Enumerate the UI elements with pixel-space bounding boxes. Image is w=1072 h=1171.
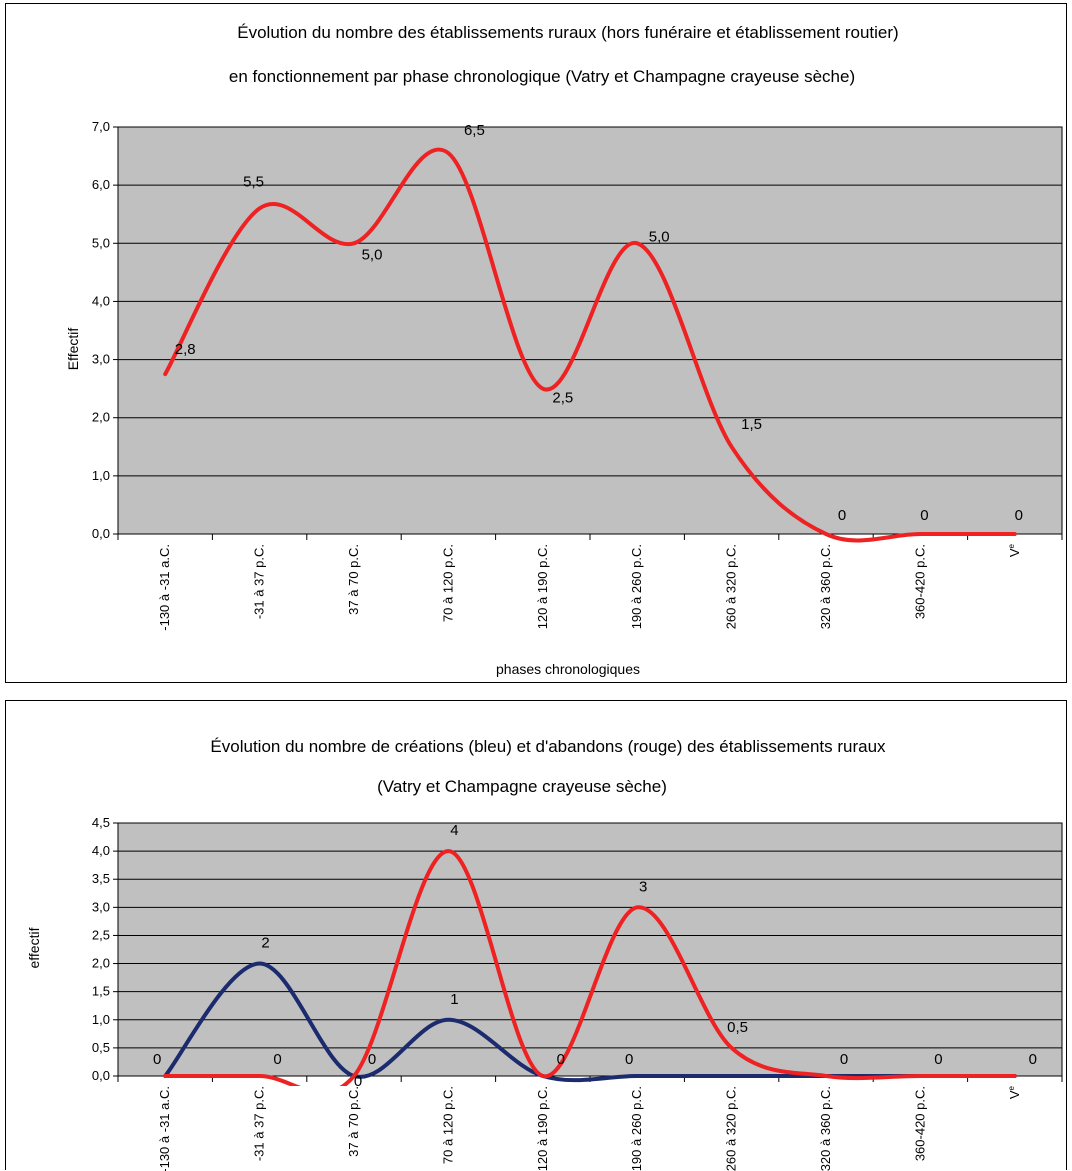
chart-subtitle: (Vatry et Champagne crayeuse sèche) [377, 777, 667, 796]
data-label: 0 [838, 507, 846, 524]
y-tick-label: 1,5 [92, 984, 110, 999]
series-line-1 [163, 849, 1017, 1086]
y-tick-label: 2,5 [92, 927, 110, 942]
x-tick-label: 70 à 120 p.C. [440, 1086, 455, 1164]
x-tick-label: -31 à 37 p.C. [252, 544, 267, 619]
y-axis-label: Effectif [65, 328, 81, 371]
x-tick-label: 120 à 190 p.C. [535, 544, 550, 629]
y-tick-label: 5,0 [92, 235, 110, 250]
x-tick-label: Ve [1007, 1085, 1022, 1099]
data-label: 0 [153, 1051, 161, 1068]
data-label: 0 [625, 1051, 633, 1068]
y-tick-label: 4,0 [92, 843, 110, 858]
data-label: 0 [1015, 507, 1023, 524]
data-label: 6,5 [464, 122, 485, 139]
x-tick-label: 190 à 260 p.C. [629, 544, 644, 629]
chart-panel-creations-abandons: Évolution du nombre de créations (bleu) … [5, 700, 1067, 1171]
data-label: 1,5 [741, 416, 762, 433]
data-label: 1 [450, 991, 458, 1008]
chart-title: Évolution du nombre des établissements r… [237, 23, 898, 42]
data-label: 0 [840, 1051, 848, 1068]
x-tick-label: 120 à 190 p.C. [535, 1086, 550, 1171]
x-tick-label: -31 à 37 p.C. [252, 1086, 267, 1161]
y-tick-label: 3,0 [92, 352, 110, 367]
x-tick-label: 37 à 70 p.C. [346, 544, 361, 615]
y-tick-label: 0,5 [92, 1040, 110, 1055]
y-tick-label: 7,0 [92, 119, 110, 134]
x-tick-label: -130 à -31 a.C. [157, 1086, 172, 1171]
data-label: 2,5 [552, 390, 573, 407]
x-tick-label: 360-420 p.C. [912, 1086, 927, 1161]
y-tick-label: 0,0 [92, 1068, 110, 1083]
x-tick-label: 190 à 260 p.C. [629, 1086, 644, 1171]
x-tick-label: 320 à 360 p.C. [818, 544, 833, 629]
y-tick-label: 4,5 [92, 815, 110, 830]
data-label: 2,8 [175, 341, 196, 358]
x-tick-label: Ve [1007, 543, 1022, 557]
x-tick-label: 360-420 p.C. [912, 544, 927, 619]
chart-establishments: Évolution du nombre des établissements r… [65, 23, 1063, 677]
data-label: 3 [639, 878, 647, 895]
data-label: 5,0 [649, 228, 670, 245]
x-tick-label: 320 à 360 p.C. [818, 1086, 833, 1171]
x-axis-label: phases chronologiques [496, 661, 640, 677]
y-tick-label: 1,0 [92, 1012, 110, 1027]
chart-subtitle: en fonctionnement par phase chronologiqu… [229, 67, 855, 86]
data-label: 0 [920, 507, 928, 524]
x-tick-label: 70 à 120 p.C. [440, 544, 455, 622]
y-tick-label: 3,0 [92, 899, 110, 914]
data-label: 0 [273, 1051, 281, 1068]
plot-area [117, 822, 1063, 1077]
plot-area [117, 126, 1063, 535]
y-tick-label: 2,0 [92, 410, 110, 425]
data-label: 0,5 [727, 1019, 748, 1036]
data-label: 0 [557, 1051, 565, 1068]
data-label: 0 [354, 1073, 362, 1090]
y-axis-label: effectif [26, 927, 42, 968]
chart-title: Évolution du nombre de créations (bleu) … [210, 737, 886, 756]
y-tick-label: 1,0 [92, 468, 110, 483]
data-label: 2 [261, 935, 269, 952]
data-label: 4 [450, 822, 458, 839]
y-tick-label: 4,0 [92, 293, 110, 308]
y-tick-label: 6,0 [92, 177, 110, 192]
y-tick-label: 0,0 [92, 526, 110, 541]
data-label: 0 [934, 1051, 942, 1068]
x-tick-label: 260 à 320 p.C. [724, 1086, 739, 1171]
data-label: 5,5 [243, 173, 264, 190]
y-tick-label: 2,0 [92, 956, 110, 971]
y-tick-label: 3,5 [92, 871, 110, 886]
x-tick-label: -130 à -31 a.C. [157, 544, 172, 631]
series-line-0 [163, 147, 1017, 543]
x-tick-label: 260 à 320 p.C. [724, 544, 739, 629]
data-label: 5,0 [362, 246, 383, 263]
data-label: 0 [1029, 1051, 1037, 1068]
x-tick-label: 37 à 70 p.C. [346, 1086, 361, 1157]
data-label: 0 [368, 1051, 376, 1068]
chart-panel-establishments: Évolution du nombre des établissements r… [5, 3, 1067, 683]
chart-creations-abandons: Évolution du nombre de créations (bleu) … [26, 737, 1063, 1171]
